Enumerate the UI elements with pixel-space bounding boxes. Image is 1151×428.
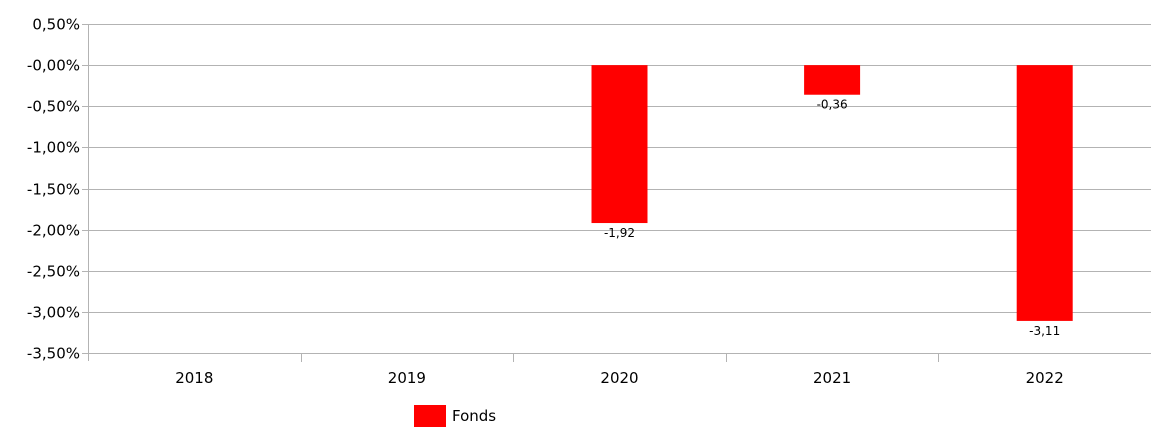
x-tick-label: 2020 [600,369,638,387]
y-tick-label: -2,50% [27,263,80,281]
y-tick-label: -0,50% [27,98,80,116]
y-axis-tick-labels: 0,50% -0,00% -0,50% -1,00% -1,50% -2,00% -2,50… [27,16,80,363]
bar [804,65,861,95]
x-tick-label: 2021 [813,369,851,387]
y-tick-label: -2,00% [27,222,80,240]
y-tick-label: -3,00% [27,304,80,322]
y-tick-label: -1,00% [27,139,80,157]
y-tick-label: 0,50% [32,16,80,34]
data-label: -3,11 [1029,324,1060,338]
x-tick-label: 2022 [1026,369,1064,387]
bar [1016,65,1073,321]
bars [591,65,1073,321]
x-tick-label: 2019 [388,369,426,387]
y-tick-label: -3,50% [27,345,80,363]
data-label: -1,92 [604,226,635,240]
bar [591,65,648,224]
y-tick-label: -0,00% [27,57,80,75]
x-axis-tick-labels: 2018 2019 2020 2021 2022 [175,369,1064,387]
legend-swatch-fonds [414,405,446,427]
y-tick-label: -1,50% [27,181,80,199]
data-label: -0,36 [817,98,848,112]
x-tick-label: 2018 [175,369,213,387]
legend-label-fonds: Fonds [452,407,497,425]
data-labels: -1,92 -0,36 -3,11 [604,98,1060,338]
legend: Fonds [414,405,496,427]
